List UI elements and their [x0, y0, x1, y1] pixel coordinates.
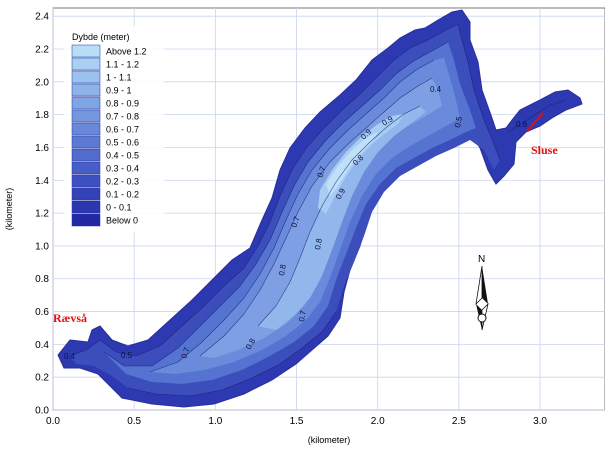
contour-label: 0.6 — [516, 120, 528, 129]
legend-label: 0.1 - 0.2 — [106, 190, 139, 200]
north-arrow-icon: N — [475, 254, 489, 331]
contour-label: 0.8 — [277, 263, 288, 276]
y-tick-label: 1.0 — [35, 241, 49, 252]
y-tick-label: 0.0 — [35, 406, 49, 417]
legend-swatch — [71, 135, 101, 149]
y-tick-label: 1.6 — [35, 143, 49, 154]
x-axis-label: (kilometer) — [308, 435, 351, 445]
north-label: N — [478, 254, 485, 265]
legend-label: 1.1 - 1.2 — [106, 60, 139, 70]
x-tick-label: 0.5 — [127, 416, 141, 427]
contour-label: 0.5 — [121, 351, 133, 360]
x-tick-label: 2.5 — [452, 416, 466, 427]
x-tick-labels: 0.0 0.5 1.0 1.5 2.0 2.5 3.0 — [46, 416, 547, 427]
legend-label: 0.6 - 0.7 — [106, 125, 139, 135]
legend-label: 1 - 1.1 — [106, 73, 132, 83]
x-tick-label: 0.0 — [46, 416, 60, 427]
y-tick-label: 2.4 — [35, 12, 49, 23]
legend-swatch — [71, 174, 101, 188]
contour-label: 0.7 — [297, 309, 308, 322]
y-tick-labels: 0.0 0.2 0.4 0.6 0.8 1.0 1.2 1.4 1.6 1.8 2.0 2.2 2.4 — [35, 12, 49, 417]
legend-swatch — [71, 213, 101, 227]
legend-swatch — [71, 83, 101, 97]
y-tick-label: 0.8 — [35, 274, 49, 285]
contour-label: 0.8 — [313, 237, 324, 250]
y-tick-label: 0.6 — [35, 307, 49, 318]
sluse-marker — [526, 112, 544, 132]
depth-band-0-9 — [318, 114, 404, 214]
contour-label: 0.4 — [430, 85, 442, 94]
legend-swatch — [71, 161, 101, 175]
depth-band-0-8 — [258, 106, 426, 330]
legend-label: 0.4 - 0.5 — [106, 151, 139, 161]
legend-label: 0.7 - 0.8 — [106, 112, 139, 122]
contour-labels: 0.4 0.5 0.7 0.8 0.7 0.8 0.7 0.8 0.9 0.8 … — [64, 85, 528, 361]
legend: Dybde (meter) Above 1.2 1.1 - 1.2 1 - 1.1 0… — [64, 26, 164, 232]
x-tick-label: 1.5 — [290, 416, 304, 427]
legend-label: Below 0 — [106, 216, 138, 226]
legend-swatch — [71, 187, 101, 201]
legend-title: Dybde (meter) — [72, 32, 130, 42]
y-axis-label: (kilometer) — [4, 188, 14, 231]
x-tick-label: 2.0 — [371, 416, 385, 427]
legend-label: 0.3 - 0.4 — [106, 164, 139, 174]
contour-label: 0.5 — [453, 115, 464, 128]
legend-swatch — [71, 200, 101, 214]
legend-label: 0.8 - 0.9 — [106, 99, 139, 109]
legend-swatch — [71, 44, 101, 58]
place-label-west: Rævså — [53, 311, 87, 325]
legend-label: 0.5 - 0.6 — [106, 138, 139, 148]
y-tick-label: 2.2 — [35, 45, 49, 56]
contour-label: 0.7 — [179, 346, 191, 360]
y-tick-label: 1.8 — [35, 110, 49, 121]
legend-label: 0.9 - 1 — [106, 86, 132, 96]
contour-lines — [69, 23, 567, 397]
y-tick-label: 1.2 — [35, 209, 49, 220]
legend-swatch — [71, 122, 101, 136]
contour-label: 0.4 — [64, 352, 76, 361]
legend-swatch — [71, 96, 101, 110]
x-tick-label: 1.0 — [208, 416, 222, 427]
contour-label: 0.7 — [289, 215, 301, 229]
lake-depth-area — [57, 9, 583, 408]
x-tick-label: 3.0 — [533, 416, 547, 427]
depth-band-deep — [326, 132, 378, 196]
contour-label: 0.7 — [315, 165, 327, 179]
y-tick-label: 1.4 — [35, 176, 49, 187]
legend-label: 0.2 - 0.3 — [106, 177, 139, 187]
legend-swatch — [71, 57, 101, 71]
legend-swatch — [71, 148, 101, 162]
y-tick-label: 0.2 — [35, 373, 49, 384]
place-label-east: Sluse — [531, 143, 558, 157]
legend-swatch — [71, 109, 101, 123]
y-tick-label: 0.4 — [35, 340, 49, 351]
legend-label: Above 1.2 — [106, 47, 147, 57]
legend-swatch — [71, 70, 101, 84]
legend-label: 0 - 0.1 — [106, 203, 132, 213]
y-tick-label: 2.0 — [35, 77, 49, 88]
